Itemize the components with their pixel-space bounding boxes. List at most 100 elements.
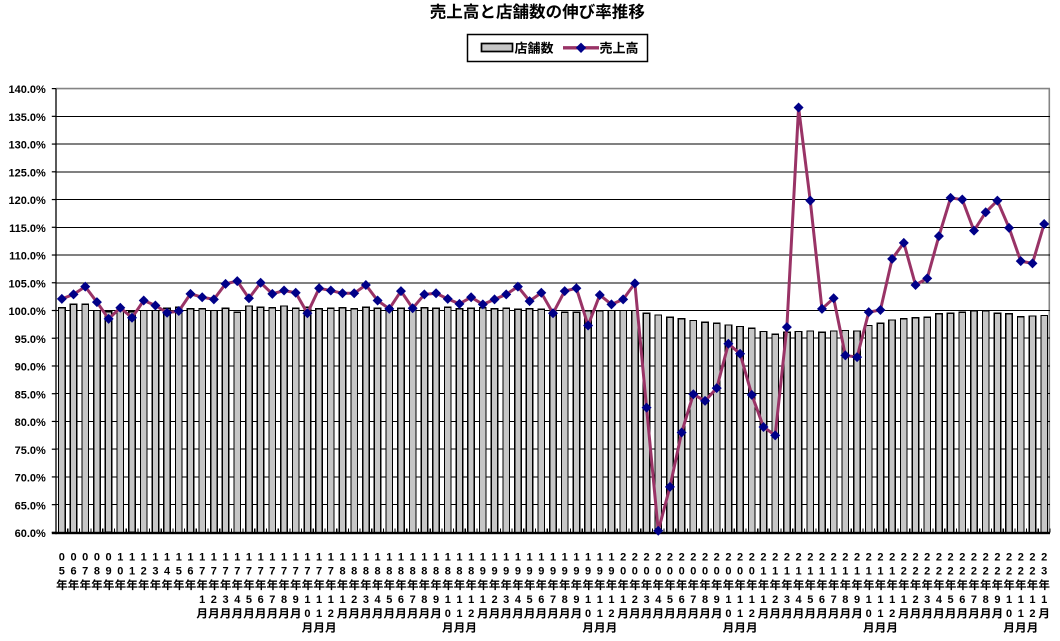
svg-text:0: 0	[620, 566, 626, 578]
svg-text:2: 2	[772, 594, 778, 606]
svg-text:1: 1	[328, 594, 334, 606]
svg-text:1: 1	[597, 594, 603, 606]
svg-text:7: 7	[246, 566, 252, 578]
svg-text:1: 1	[889, 594, 895, 606]
svg-text:1: 1	[620, 594, 626, 606]
svg-text:7: 7	[211, 566, 217, 578]
svg-text:6: 6	[398, 594, 404, 606]
svg-text:1: 1	[316, 551, 322, 563]
svg-text:1: 1	[433, 551, 439, 563]
svg-text:130.0%: 130.0%	[8, 140, 46, 152]
svg-text:1: 1	[737, 594, 743, 606]
svg-text:0: 0	[304, 608, 310, 620]
svg-text:6: 6	[70, 566, 76, 578]
svg-text:2: 2	[936, 551, 942, 563]
svg-text:2: 2	[737, 551, 743, 563]
svg-text:2: 2	[1029, 551, 1035, 563]
svg-text:1: 1	[1006, 594, 1012, 606]
svg-text:9: 9	[854, 594, 860, 606]
svg-text:1: 1	[199, 594, 205, 606]
svg-text:1: 1	[877, 566, 883, 578]
svg-text:8: 8	[433, 566, 439, 578]
svg-text:0: 0	[632, 566, 638, 578]
svg-text:1: 1	[1018, 594, 1024, 606]
svg-text:85.0%: 85.0%	[15, 389, 46, 401]
svg-text:1: 1	[316, 594, 322, 606]
svg-text:1: 1	[749, 594, 755, 606]
svg-text:1: 1	[585, 551, 591, 563]
svg-text:2: 2	[983, 551, 989, 563]
svg-text:2: 2	[912, 551, 918, 563]
svg-text:9: 9	[573, 566, 579, 578]
svg-text:1: 1	[176, 551, 182, 563]
svg-text:2: 2	[959, 566, 965, 578]
svg-text:1: 1	[1041, 594, 1047, 606]
svg-text:2: 2	[1018, 566, 1024, 578]
svg-text:2: 2	[702, 551, 708, 563]
svg-text:5: 5	[667, 594, 673, 606]
svg-text:4: 4	[796, 594, 803, 606]
svg-text:2: 2	[725, 551, 731, 563]
svg-text:0: 0	[445, 608, 451, 620]
svg-text:7: 7	[316, 566, 322, 578]
svg-text:9: 9	[527, 566, 533, 578]
svg-text:2: 2	[1018, 551, 1024, 563]
svg-text:115.0%: 115.0%	[9, 223, 46, 235]
svg-text:2: 2	[655, 551, 661, 563]
svg-text:2: 2	[866, 551, 872, 563]
svg-text:7: 7	[328, 566, 334, 578]
svg-text:1: 1	[807, 566, 813, 578]
svg-text:1: 1	[877, 594, 883, 606]
svg-text:9: 9	[293, 594, 299, 606]
svg-text:8: 8	[468, 566, 474, 578]
svg-text:1: 1	[398, 551, 404, 563]
svg-text:1: 1	[760, 594, 766, 606]
svg-text:1: 1	[339, 551, 345, 563]
svg-text:6: 6	[538, 594, 544, 606]
svg-text:1: 1	[468, 594, 474, 606]
svg-text:9: 9	[573, 594, 579, 606]
svg-text:5: 5	[807, 594, 813, 606]
svg-text:0: 0	[59, 551, 65, 563]
svg-text:1: 1	[866, 566, 872, 578]
svg-text:1: 1	[480, 594, 486, 606]
svg-text:7: 7	[82, 566, 88, 578]
svg-text:2: 2	[948, 551, 954, 563]
svg-text:3: 3	[363, 594, 369, 606]
svg-text:2: 2	[211, 594, 217, 606]
svg-text:0: 0	[702, 566, 708, 578]
svg-text:5: 5	[948, 594, 954, 606]
svg-text:2: 2	[749, 551, 755, 563]
svg-text:7: 7	[971, 594, 977, 606]
svg-text:8: 8	[375, 566, 381, 578]
svg-text:1: 1	[375, 551, 381, 563]
svg-text:2: 2	[632, 594, 638, 606]
svg-text:9: 9	[550, 566, 556, 578]
svg-text:7: 7	[831, 594, 837, 606]
svg-text:8: 8	[281, 594, 287, 606]
svg-text:8: 8	[398, 566, 404, 578]
svg-text:2: 2	[749, 608, 755, 620]
svg-text:1: 1	[304, 551, 310, 563]
svg-text:9: 9	[480, 566, 486, 578]
svg-text:1: 1	[468, 551, 474, 563]
svg-text:1: 1	[1029, 594, 1035, 606]
svg-text:6: 6	[819, 594, 825, 606]
svg-text:7: 7	[199, 566, 205, 578]
svg-text:0: 0	[643, 566, 649, 578]
svg-text:2: 2	[772, 551, 778, 563]
svg-text:8: 8	[94, 566, 100, 578]
svg-text:2: 2	[351, 594, 357, 606]
svg-text:2: 2	[831, 551, 837, 563]
svg-text:8: 8	[702, 594, 708, 606]
svg-text:8: 8	[456, 566, 462, 578]
svg-text:1: 1	[445, 594, 451, 606]
svg-text:0: 0	[714, 566, 720, 578]
svg-text:9: 9	[597, 566, 603, 578]
svg-text:3: 3	[924, 594, 930, 606]
svg-text:3: 3	[643, 594, 649, 606]
svg-text:1: 1	[222, 551, 228, 563]
svg-text:1: 1	[562, 551, 568, 563]
svg-text:6: 6	[679, 594, 685, 606]
svg-text:2: 2	[901, 551, 907, 563]
